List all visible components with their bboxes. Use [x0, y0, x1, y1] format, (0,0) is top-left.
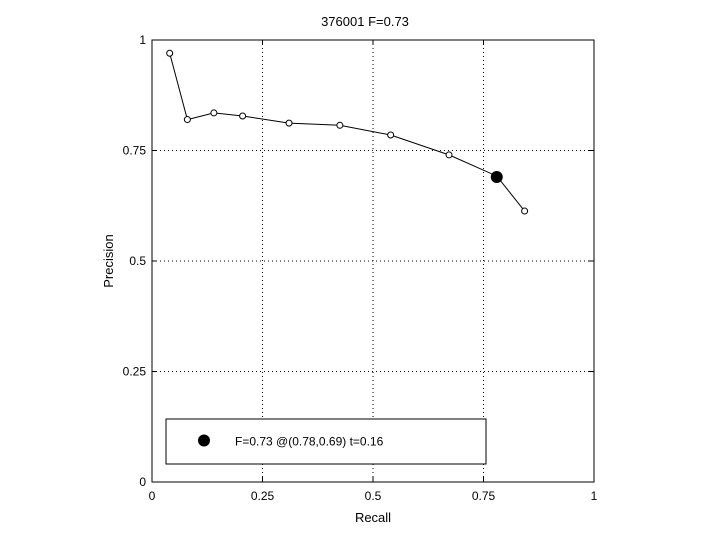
data-point [285, 119, 293, 127]
y-tick-label: 0 [139, 475, 146, 489]
y-tick-labels: 0 0.25 0.5 0.75 1 [123, 33, 147, 489]
y-tick-label: 0.75 [123, 144, 147, 158]
data-point [521, 207, 529, 215]
data-point [210, 109, 218, 117]
x-tick-label: 0.25 [251, 489, 275, 503]
y-tick-label: 0.5 [129, 254, 146, 268]
best-f-point [490, 171, 503, 184]
data-point [445, 151, 453, 159]
legend-entry-label: F=0.73 @(0.78,0.69) t=0.16 [235, 435, 384, 449]
legend-marker [198, 434, 210, 447]
plot-area [151, 39, 595, 483]
y-tick-label: 1 [139, 33, 146, 47]
x-tick-labels: 0 0.25 0.5 0.75 1 [149, 489, 598, 503]
y-axis-label: Precision [101, 234, 116, 287]
data-point [166, 49, 174, 57]
x-tick-label: 0 [149, 489, 156, 503]
data-point [183, 116, 191, 124]
x-tick-label: 0.5 [365, 489, 382, 503]
x-tick-label: 1 [591, 489, 598, 503]
series-line [169, 53, 525, 212]
data-point [387, 131, 395, 139]
legend-box [165, 418, 487, 465]
chart-title: 376001 F=0.73 [321, 14, 409, 29]
legend: F=0.73 @(0.78,0.69) t=0.16 [165, 418, 487, 465]
x-axis-label: Recall [355, 510, 391, 525]
tick-marks [151, 39, 595, 483]
data-series [166, 49, 529, 215]
x-tick-label: 0.75 [472, 489, 496, 503]
data-point [239, 112, 247, 120]
grid-lines [152, 40, 594, 482]
y-tick-label: 0.25 [123, 365, 147, 379]
data-point [336, 121, 344, 129]
